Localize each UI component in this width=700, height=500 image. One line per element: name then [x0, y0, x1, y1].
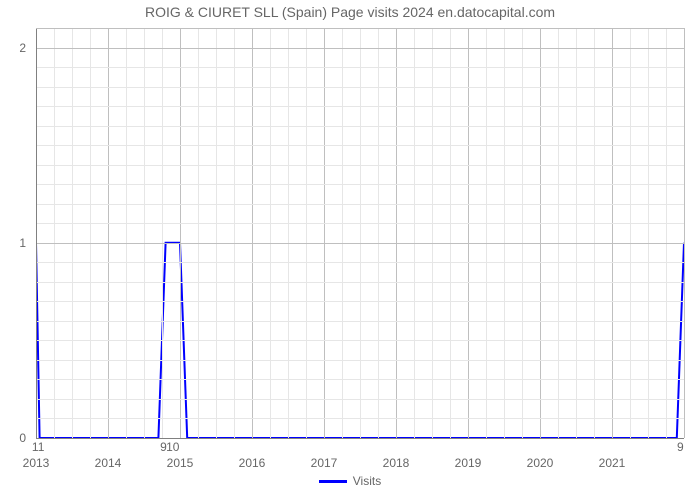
gridline-vertical: [234, 28, 235, 438]
gridline-vertical: [360, 28, 361, 438]
legend-label: Visits: [353, 474, 381, 488]
gridline-horizontal: [36, 204, 684, 205]
gridline-horizontal: [36, 399, 684, 400]
axis-right: [684, 28, 685, 438]
gridline-horizontal: [36, 379, 684, 380]
gridline-vertical: [144, 28, 145, 438]
x-tick-label: 2018: [383, 456, 410, 470]
gridline-vertical: [648, 28, 649, 438]
gridline-vertical: [432, 28, 433, 438]
gridline-vertical: [522, 28, 523, 438]
y-tick-label: 2: [0, 41, 26, 55]
gridline-vertical-major: [108, 28, 109, 438]
gridline-vertical: [450, 28, 451, 438]
gridline-vertical: [126, 28, 127, 438]
gridline-vertical-major: [540, 28, 541, 438]
x-tick-label: 2017: [311, 456, 338, 470]
gridline-vertical-major: [252, 28, 253, 438]
gridline-horizontal: [36, 301, 684, 302]
gridline-vertical: [342, 28, 343, 438]
gridline-horizontal: [36, 321, 684, 322]
gridline-vertical: [270, 28, 271, 438]
gridline-vertical-major: [396, 28, 397, 438]
gridline-vertical: [504, 28, 505, 438]
gridline-vertical: [162, 28, 163, 438]
gridline-vertical-major: [180, 28, 181, 438]
data-point-label: 10: [166, 440, 179, 454]
x-tick-label: 2016: [239, 456, 266, 470]
gridline-vertical: [288, 28, 289, 438]
gridline-horizontal-major: [36, 243, 684, 244]
gridline-vertical: [666, 28, 667, 438]
gridline-vertical: [414, 28, 415, 438]
gridline-horizontal: [36, 126, 684, 127]
gridline-horizontal: [36, 262, 684, 263]
x-tick-label: 2019: [455, 456, 482, 470]
gridline-vertical-major: [468, 28, 469, 438]
axis-top: [36, 28, 684, 29]
x-tick-label: 2020: [527, 456, 554, 470]
gridline-horizontal: [36, 340, 684, 341]
gridline-horizontal: [36, 87, 684, 88]
gridline-horizontal-major: [36, 48, 684, 49]
data-point-label: 11: [32, 440, 44, 454]
gridline-vertical: [378, 28, 379, 438]
gridline-vertical: [558, 28, 559, 438]
gridline-horizontal: [36, 106, 684, 107]
gridline-vertical: [576, 28, 577, 438]
gridline-horizontal: [36, 145, 684, 146]
x-tick-label: 2021: [599, 456, 626, 470]
gridline-horizontal: [36, 282, 684, 283]
plot-area: [36, 28, 684, 438]
x-tick-label: 2015: [167, 456, 194, 470]
x-tick-label: 2013: [23, 456, 50, 470]
gridline-vertical: [198, 28, 199, 438]
gridline-vertical: [486, 28, 487, 438]
gridline-vertical: [54, 28, 55, 438]
gridline-vertical: [306, 28, 307, 438]
chart-container: ROIG & CIURET SLL (Spain) Page visits 20…: [0, 0, 700, 500]
gridline-vertical: [216, 28, 217, 438]
legend-swatch: [319, 480, 347, 483]
gridline-horizontal: [36, 418, 684, 419]
gridline-horizontal: [36, 165, 684, 166]
gridline-horizontal: [36, 360, 684, 361]
gridline-vertical: [594, 28, 595, 438]
axis-left: [36, 28, 37, 438]
gridline-vertical: [72, 28, 73, 438]
y-tick-label: 0: [0, 431, 26, 445]
gridline-horizontal: [36, 184, 684, 185]
axis-bottom: [36, 438, 684, 439]
x-tick-label: 2014: [95, 456, 122, 470]
legend: Visits: [0, 474, 700, 488]
gridline-vertical-major: [324, 28, 325, 438]
gridline-vertical: [90, 28, 91, 438]
gridline-horizontal: [36, 67, 684, 68]
chart-title: ROIG & CIURET SLL (Spain) Page visits 20…: [0, 4, 700, 20]
data-point-label: 9: [677, 440, 684, 454]
gridline-horizontal: [36, 223, 684, 224]
y-tick-label: 1: [0, 236, 26, 250]
gridline-vertical: [630, 28, 631, 438]
gridline-vertical-major: [612, 28, 613, 438]
